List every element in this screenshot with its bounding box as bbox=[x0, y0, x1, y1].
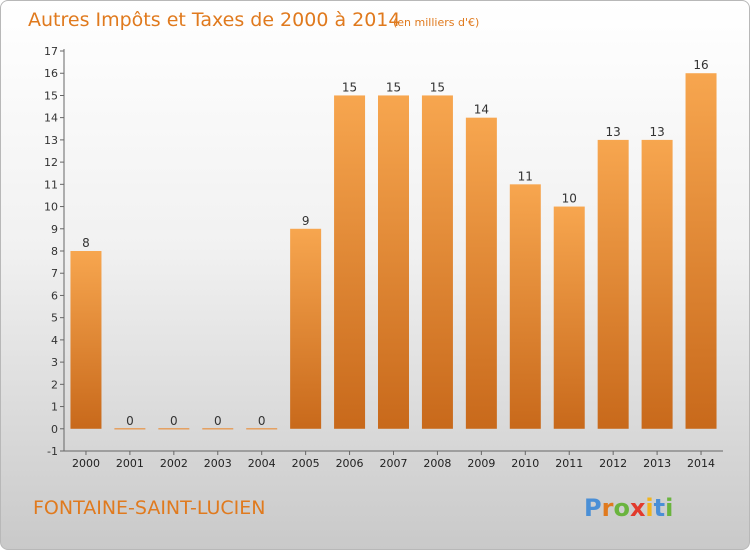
data-label: 13 bbox=[606, 125, 621, 139]
x-tick-label: 2004 bbox=[248, 457, 276, 470]
logo-letter: t bbox=[654, 494, 665, 522]
chart-subtitle: (en milliers d'€) bbox=[393, 16, 479, 29]
y-tick-label: 1 bbox=[51, 401, 58, 414]
data-label: 16 bbox=[693, 58, 708, 72]
y-tick-label: 11 bbox=[44, 178, 58, 191]
logo-letter: o bbox=[613, 494, 630, 522]
data-label: 0 bbox=[258, 414, 266, 428]
x-tick-label: 2008 bbox=[423, 457, 451, 470]
x-tick-label: 2012 bbox=[599, 457, 627, 470]
y-tick-label: -1 bbox=[47, 445, 58, 458]
data-label: 0 bbox=[170, 414, 178, 428]
bar-2000 bbox=[70, 251, 102, 429]
data-label: 0 bbox=[126, 414, 134, 428]
x-tick-label: 2005 bbox=[292, 457, 320, 470]
logo-letter: P bbox=[584, 494, 602, 522]
bar-2009 bbox=[465, 117, 497, 429]
data-label: 8 bbox=[82, 236, 90, 250]
bar-2007 bbox=[378, 95, 409, 429]
x-tick-label: 2006 bbox=[336, 457, 364, 470]
y-tick-label: 10 bbox=[44, 201, 58, 214]
bar-2004 bbox=[246, 428, 278, 430]
data-label: 15 bbox=[342, 80, 357, 94]
y-tick-label: 14 bbox=[44, 112, 58, 125]
x-tick-label: 2011 bbox=[555, 457, 583, 470]
y-tick-label: 13 bbox=[44, 134, 58, 147]
bar-2014 bbox=[685, 73, 717, 429]
x-tick-label: 2001 bbox=[116, 457, 144, 470]
y-tick-label: 6 bbox=[51, 289, 58, 302]
data-label: 15 bbox=[386, 80, 401, 94]
bar-2010 bbox=[509, 184, 541, 429]
x-tick-label: 2013 bbox=[643, 457, 671, 470]
commune-name: FONTAINE-SAINT-LUCIEN bbox=[33, 497, 265, 519]
bars: 8 0 0 0 0 9 15 15 15 14 11 10 13 13 16 bbox=[70, 58, 717, 430]
x-ticks: 2000 2001 2002 2003 2004 2005 2006 2007 2008 2009… bbox=[72, 451, 715, 470]
bar-2008 bbox=[421, 95, 453, 429]
bar-2013 bbox=[641, 139, 673, 429]
data-label: 15 bbox=[430, 80, 445, 94]
y-tick-label: 16 bbox=[44, 67, 58, 80]
x-tick-label: 2014 bbox=[687, 457, 715, 470]
y-tick-label: 7 bbox=[51, 267, 58, 280]
x-tick-label: 2000 bbox=[72, 457, 100, 470]
x-tick-label: 2010 bbox=[511, 457, 539, 470]
data-label: 9 bbox=[302, 214, 310, 228]
x-tick-label: 2003 bbox=[204, 457, 232, 470]
bar-2001 bbox=[114, 428, 146, 430]
bar-2002 bbox=[158, 428, 190, 430]
bar-2006 bbox=[334, 95, 366, 429]
y-tick-label: 4 bbox=[51, 334, 58, 347]
x-tick-label: 2009 bbox=[467, 457, 495, 470]
y-tick-label: 2 bbox=[51, 378, 58, 391]
data-label: 13 bbox=[649, 125, 664, 139]
logo-letter: i bbox=[665, 494, 673, 522]
y-tick-label: 9 bbox=[51, 223, 58, 236]
proxiti-logo: Proxiti bbox=[584, 494, 673, 522]
logo-letter: x bbox=[630, 494, 646, 522]
bar-2011 bbox=[553, 206, 585, 429]
bar-2003 bbox=[202, 428, 234, 430]
y-tick-label: 0 bbox=[51, 423, 58, 436]
data-label: 0 bbox=[214, 414, 222, 428]
y-tick-label: 8 bbox=[51, 245, 58, 258]
y-tick-label: 3 bbox=[51, 356, 58, 369]
bar-2012 bbox=[597, 139, 629, 429]
y-tick-label: 17 bbox=[44, 45, 58, 58]
x-tick-label: 2002 bbox=[160, 457, 188, 470]
y-tick-label: 12 bbox=[44, 156, 58, 169]
bar-2005 bbox=[290, 228, 322, 429]
chart-title: Autres Impôts et Taxes de 2000 à 2014 bbox=[28, 9, 401, 31]
data-label: 11 bbox=[518, 169, 533, 183]
x-tick-label: 2007 bbox=[380, 457, 408, 470]
data-label: 14 bbox=[474, 103, 489, 117]
y-tick-label: 15 bbox=[44, 89, 58, 102]
logo-letter: r bbox=[602, 494, 614, 522]
data-label: 10 bbox=[562, 192, 577, 206]
logo-letter: i bbox=[645, 494, 653, 522]
y-tick-label: 5 bbox=[51, 312, 58, 325]
